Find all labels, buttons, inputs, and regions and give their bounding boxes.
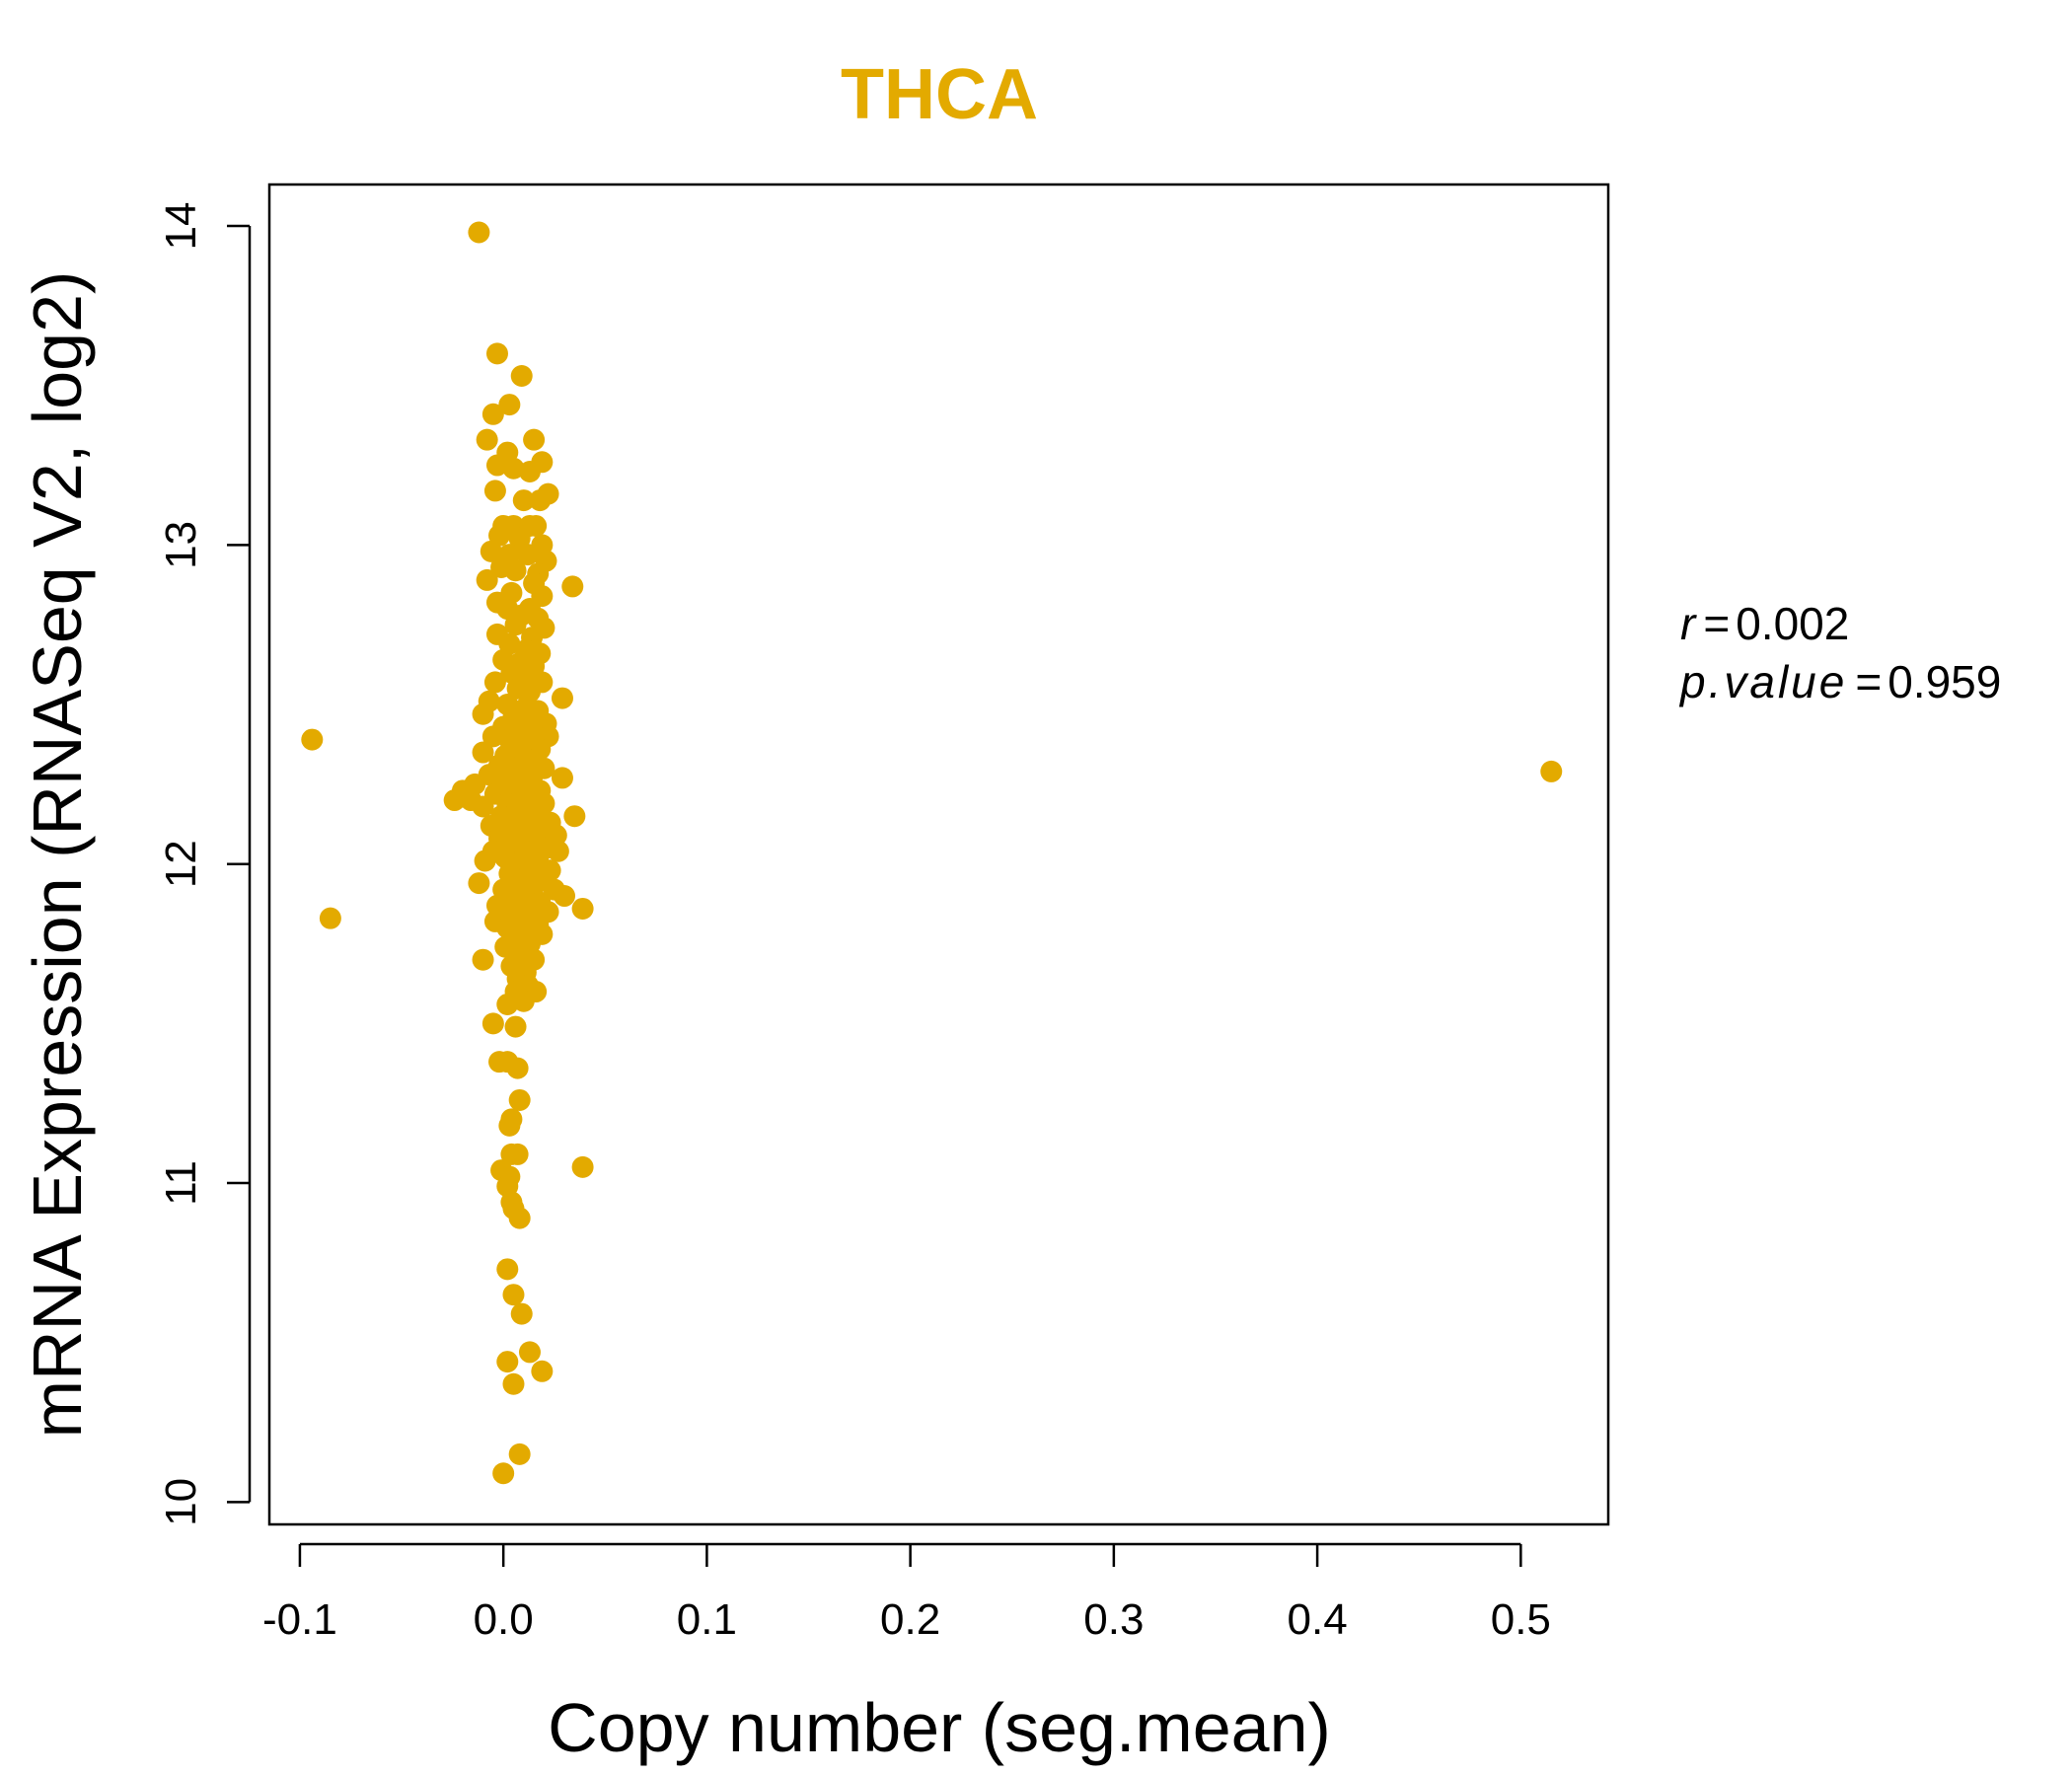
data-point bbox=[563, 805, 586, 828]
data-point bbox=[468, 872, 490, 895]
data-point bbox=[510, 365, 533, 387]
data-point bbox=[508, 1088, 531, 1111]
plot-frame bbox=[267, 183, 1610, 1526]
data-point bbox=[483, 671, 506, 694]
data-point bbox=[468, 221, 490, 244]
data-point bbox=[481, 1012, 504, 1035]
x-tick-label: 0.5 bbox=[1491, 1595, 1551, 1644]
data-point bbox=[483, 480, 506, 502]
x-axis: -0.1 0.0 0.1 0.2 0.3 0.4 0.5 bbox=[262, 1542, 1551, 1644]
data-point bbox=[529, 489, 552, 512]
data-point bbox=[504, 1015, 527, 1038]
data-points bbox=[301, 221, 1563, 1485]
data-point bbox=[571, 1155, 594, 1178]
data-point bbox=[498, 394, 521, 416]
data-point bbox=[492, 1462, 515, 1485]
x-tick-label: -0.1 bbox=[262, 1595, 337, 1644]
data-point bbox=[502, 457, 525, 480]
data-point bbox=[525, 514, 548, 537]
x-tick-label: 0.4 bbox=[1288, 1595, 1348, 1644]
data-point bbox=[518, 1341, 541, 1364]
data-point bbox=[551, 687, 573, 709]
data-point bbox=[472, 741, 494, 764]
x-tick-label: 0.2 bbox=[880, 1595, 940, 1644]
data-point bbox=[531, 1360, 554, 1382]
data-point bbox=[508, 1207, 531, 1229]
data-point bbox=[498, 1114, 521, 1137]
data-point bbox=[496, 993, 519, 1015]
data-point bbox=[523, 428, 546, 451]
data-point bbox=[480, 540, 502, 562]
x-tick-label: 0.1 bbox=[677, 1595, 737, 1644]
data-point bbox=[502, 1372, 525, 1395]
data-point bbox=[494, 935, 517, 958]
y-tick-label: 14 bbox=[157, 202, 205, 251]
data-point bbox=[506, 1143, 529, 1165]
data-point bbox=[551, 767, 573, 789]
data-point bbox=[506, 1057, 529, 1079]
y-tick-label: 10 bbox=[157, 1478, 205, 1526]
data-point bbox=[476, 568, 498, 591]
correlation-stats: r = 0.002 p.value = 0.959 bbox=[1678, 598, 2001, 707]
data-point bbox=[547, 840, 569, 862]
data-point bbox=[474, 850, 496, 872]
data-point bbox=[512, 489, 535, 512]
p-value-label: p.value bbox=[1678, 656, 1847, 707]
p-value: 0.959 bbox=[1887, 656, 2001, 707]
data-point bbox=[571, 897, 594, 920]
data-point bbox=[516, 544, 539, 566]
data-point bbox=[502, 1284, 525, 1306]
data-point bbox=[508, 1443, 531, 1465]
data-point bbox=[443, 789, 466, 812]
data-point bbox=[488, 524, 511, 547]
data-point bbox=[554, 885, 576, 908]
data-point bbox=[301, 728, 324, 751]
chart-title: THCA bbox=[841, 55, 1038, 134]
y-axis-title: mRNA Expression (RNASeq V2, log2) bbox=[19, 271, 96, 1439]
data-point bbox=[481, 403, 504, 425]
data-point bbox=[1540, 760, 1563, 782]
x-tick-label: 0.3 bbox=[1083, 1595, 1144, 1644]
svg-text:r=0.002: r = 0.002 bbox=[1680, 598, 1849, 649]
x-tick-label: 0.0 bbox=[474, 1595, 534, 1644]
r-label: r bbox=[1680, 598, 1697, 649]
data-point bbox=[476, 428, 498, 451]
y-tick-label: 12 bbox=[157, 840, 205, 888]
data-point bbox=[472, 703, 494, 725]
svg-text:p.value=0.959: p.value = 0.959 bbox=[1678, 656, 2001, 707]
data-point bbox=[510, 1302, 533, 1325]
data-point bbox=[472, 795, 494, 818]
r-value: 0.002 bbox=[1736, 598, 1849, 649]
x-axis-title: Copy number (seg.mean) bbox=[548, 1689, 1331, 1766]
data-point bbox=[518, 461, 541, 482]
y-tick-label: 11 bbox=[157, 1160, 205, 1206]
y-axis: 10 11 12 13 14 bbox=[157, 202, 252, 1526]
data-point bbox=[512, 990, 535, 1012]
data-point bbox=[508, 527, 531, 550]
data-point bbox=[504, 559, 527, 582]
data-point bbox=[561, 575, 584, 598]
data-point bbox=[485, 454, 508, 477]
y-tick-label: 13 bbox=[157, 521, 205, 569]
data-point bbox=[504, 614, 527, 636]
data-point bbox=[496, 1258, 519, 1281]
data-point bbox=[496, 1351, 519, 1373]
data-point bbox=[319, 907, 341, 929]
data-point bbox=[485, 342, 508, 365]
data-point bbox=[472, 948, 494, 971]
data-point bbox=[481, 725, 504, 748]
